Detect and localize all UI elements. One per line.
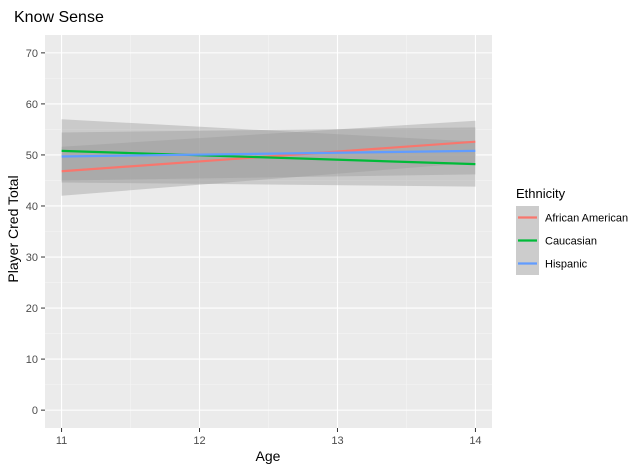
x-tick-label: 13 (331, 435, 343, 447)
y-tick-label: 60 (26, 99, 38, 111)
x-tick-label: 14 (469, 435, 481, 447)
chart-title: Know Sense (14, 9, 104, 26)
y-tick-label: 20 (26, 303, 38, 315)
legend-label: African American (545, 213, 628, 225)
x-axis: 11 12 13 14 (56, 428, 482, 447)
y-tick-label: 50 (26, 150, 38, 162)
series-lines (61, 140, 476, 173)
legend-label: Hispanic (545, 259, 588, 271)
x-tick-label: 11 (56, 435, 67, 447)
series-line (61, 149, 476, 166)
y-tick-label: 10 (26, 354, 38, 366)
legend: Ethnicity African American Caucasian Hispa… (516, 186, 628, 275)
x-tick-label: 12 (193, 435, 205, 447)
y-tick-label: 70 (26, 48, 38, 60)
legend-label: Caucasian (545, 236, 597, 248)
y-axis-title: Player Cred Total (5, 175, 21, 282)
legend-title: Ethnicity (516, 186, 566, 201)
y-axis: 0 10 20 30 40 50 60 70 (26, 48, 45, 417)
y-tick-label: 40 (26, 201, 38, 213)
x-axis-title: Age (256, 448, 281, 464)
y-tick-label: 30 (26, 252, 38, 264)
y-tick-label: 0 (32, 405, 38, 417)
series-line (61, 149, 476, 158)
minor-gridlines (45, 35, 492, 428)
